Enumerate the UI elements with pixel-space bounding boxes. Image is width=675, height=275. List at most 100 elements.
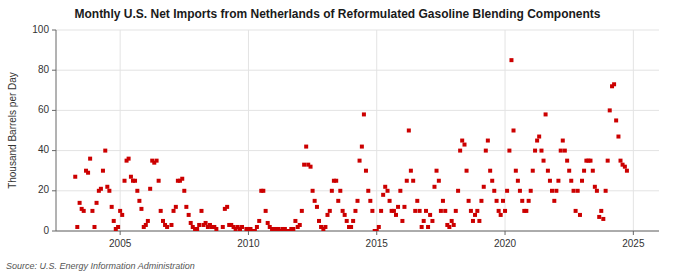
point	[255, 225, 259, 229]
point	[597, 215, 601, 219]
point	[486, 139, 490, 143]
point	[364, 169, 368, 173]
chart-svg: 02040608010020052010201520202025Monthly …	[0, 0, 675, 275]
point	[402, 205, 406, 209]
point	[565, 159, 569, 163]
x-tick	[376, 231, 377, 235]
point	[180, 177, 184, 181]
point	[529, 189, 533, 193]
point	[556, 179, 560, 183]
point	[110, 205, 114, 209]
point	[240, 225, 244, 229]
point	[392, 209, 396, 213]
point	[172, 209, 176, 213]
point	[544, 112, 548, 116]
point	[189, 221, 193, 225]
y-tick-label: 20	[38, 184, 50, 195]
point	[495, 199, 499, 203]
point	[349, 225, 353, 229]
point	[450, 219, 454, 223]
point	[165, 225, 169, 229]
y-tick-label: 60	[38, 104, 50, 115]
point	[366, 189, 370, 193]
point	[107, 189, 111, 193]
x-tick	[505, 231, 506, 235]
point	[550, 189, 554, 193]
point	[601, 217, 605, 221]
point	[422, 219, 426, 223]
point	[432, 185, 436, 189]
point	[484, 149, 488, 153]
point	[608, 108, 612, 112]
point	[420, 225, 424, 229]
y-tick-label: 80	[38, 64, 50, 75]
x-tick-label: 2020	[494, 238, 517, 249]
point	[398, 189, 402, 193]
point	[623, 165, 627, 169]
point	[144, 223, 148, 227]
point	[92, 225, 96, 229]
point	[409, 169, 413, 173]
x-tick-label: 2015	[366, 238, 389, 249]
point	[619, 159, 623, 163]
point	[345, 219, 349, 223]
point	[300, 209, 304, 213]
point	[266, 221, 270, 225]
point	[338, 189, 342, 193]
point	[524, 209, 528, 213]
point	[336, 199, 340, 203]
point	[330, 189, 334, 193]
point	[187, 213, 191, 217]
grid-line-y	[56, 30, 659, 31]
point	[358, 159, 362, 163]
plot-area	[56, 30, 659, 231]
grid-line-y	[56, 190, 659, 191]
point	[253, 229, 257, 231]
point	[370, 209, 374, 213]
point	[291, 227, 295, 231]
point	[325, 213, 329, 217]
point	[473, 213, 477, 217]
point	[441, 199, 445, 203]
point	[328, 209, 332, 213]
point	[199, 209, 203, 213]
point	[146, 219, 150, 223]
point	[503, 209, 507, 213]
point	[407, 129, 411, 133]
point	[458, 149, 462, 153]
y-tick	[52, 231, 56, 232]
point	[452, 223, 456, 227]
point	[546, 169, 550, 173]
point	[214, 227, 218, 231]
point	[356, 199, 360, 203]
point	[614, 118, 618, 122]
point	[612, 82, 616, 86]
y-tick	[52, 110, 56, 111]
point	[527, 199, 531, 203]
point	[477, 219, 481, 223]
point	[396, 205, 400, 209]
grid-line-y	[56, 150, 659, 151]
point	[351, 219, 355, 223]
point	[174, 205, 178, 209]
point	[567, 169, 571, 173]
point	[304, 145, 308, 149]
point	[514, 169, 518, 173]
point	[264, 209, 268, 213]
point	[454, 209, 458, 213]
point	[512, 129, 516, 133]
point	[182, 189, 186, 193]
point	[475, 209, 479, 213]
y-tick-label: 100	[32, 24, 49, 35]
point	[197, 223, 201, 227]
point	[405, 179, 409, 183]
point	[501, 199, 505, 203]
point	[400, 219, 404, 223]
point	[383, 185, 387, 189]
x-tick	[633, 231, 634, 235]
point	[315, 205, 319, 209]
point	[353, 209, 357, 213]
point	[578, 213, 582, 217]
point	[418, 209, 422, 213]
point	[133, 179, 137, 183]
